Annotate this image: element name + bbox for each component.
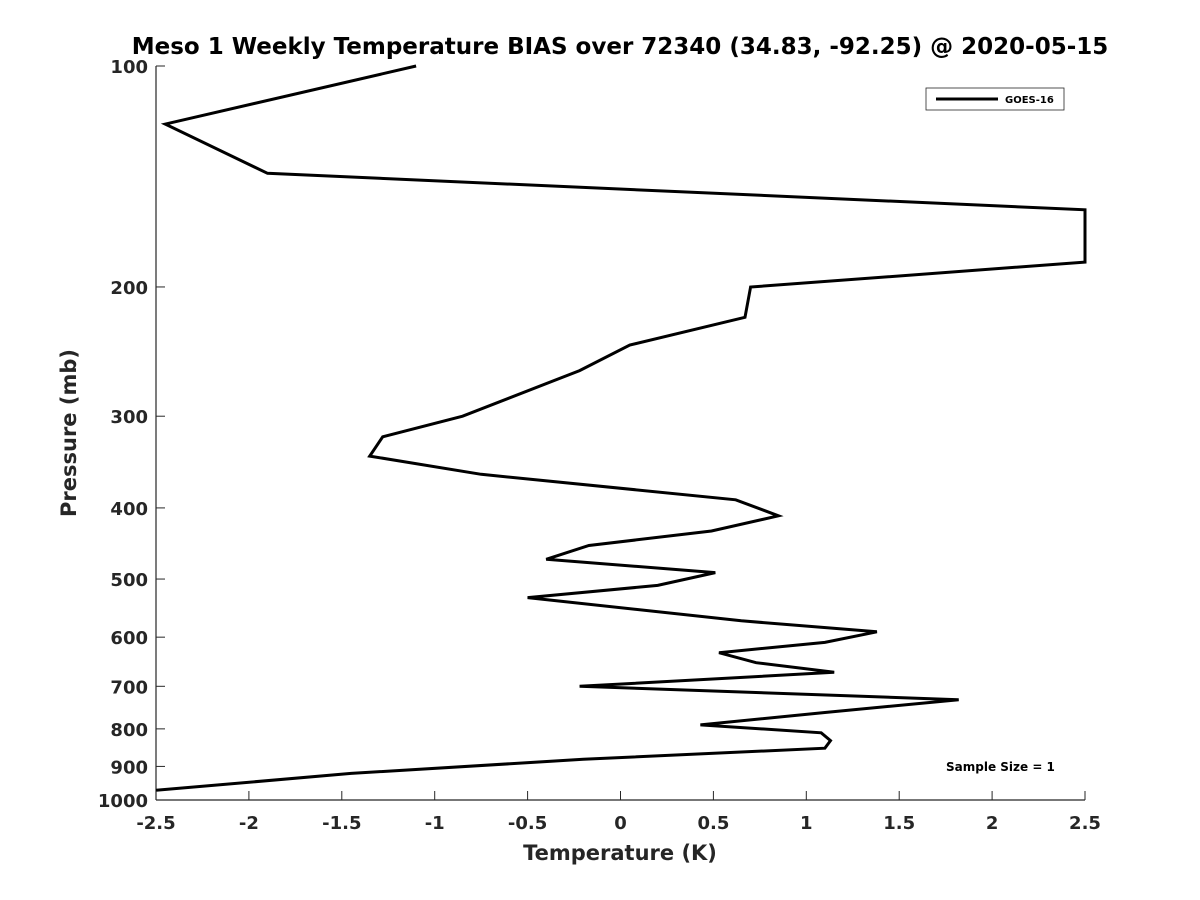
y-tick-label: 1000: [98, 791, 148, 812]
x-tick-label: 2: [986, 813, 999, 834]
y-tick-label: 400: [110, 499, 148, 520]
x-tick-label: 0: [614, 813, 627, 834]
series-line-goes-16: [155, 64, 1087, 792]
x-axis-ticks: -2.5 -2 -1.5 -1 -0.5 0 0.5 1 1.5 2 2.5: [136, 791, 1101, 834]
x-tick-label: -1: [425, 813, 445, 834]
x-tick-label: -2: [239, 813, 259, 834]
x-tick-label: -0.5: [508, 813, 547, 834]
x-axis-label: Temperature (K): [523, 841, 717, 865]
x-tick-label: 2.5: [1069, 813, 1101, 834]
chart-title: Meso 1 Weekly Temperature BIAS over 7234…: [132, 34, 1109, 60]
plot-area: [155, 64, 1087, 801]
x-tick-label: 1: [800, 813, 813, 834]
x-tick-label: 1.5: [883, 813, 915, 834]
y-tick-label: 600: [110, 628, 148, 649]
x-tick-label: -2.5: [136, 813, 175, 834]
sample-size-annotation: Sample Size = 1: [946, 760, 1055, 774]
legend: GOES-16: [925, 87, 1065, 111]
y-axis-ticks: 100 200 300 400 500 600 700 800 900 1000: [98, 57, 165, 812]
x-tick-label: 0.5: [697, 813, 729, 834]
y-tick-label: 200: [110, 278, 148, 299]
y-tick-label: 900: [110, 757, 148, 778]
x-tick-label: -1.5: [322, 813, 361, 834]
y-tick-label: 500: [110, 570, 148, 591]
y-tick-label: 700: [110, 677, 148, 698]
y-tick-label: 100: [110, 57, 148, 78]
y-tick-label: 300: [110, 407, 148, 428]
y-axis-label: Pressure (mb): [57, 349, 81, 517]
y-tick-label: 800: [110, 720, 148, 741]
legend-label-goes-16: GOES-16: [1005, 95, 1054, 106]
